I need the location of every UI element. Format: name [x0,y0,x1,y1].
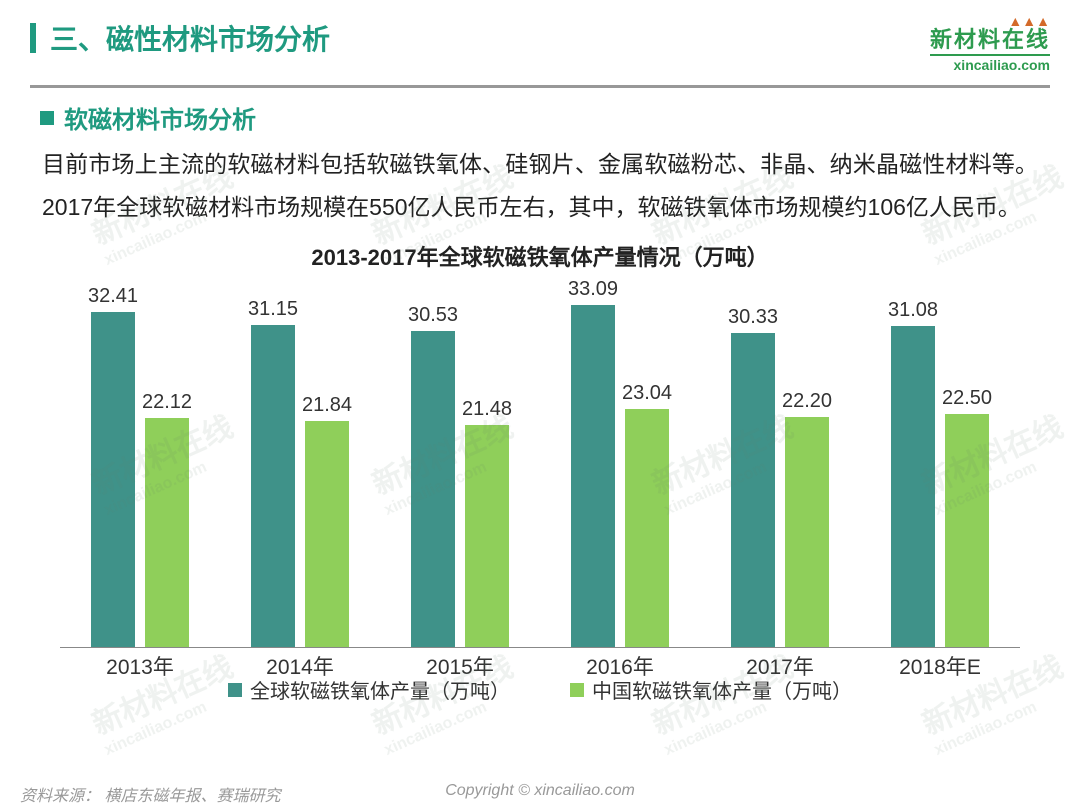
bar-value-label: 30.33 [708,306,798,329]
bar-global [91,312,135,647]
title-accent-bar [30,23,36,53]
bar-china [465,425,509,647]
bar-china [945,414,989,647]
chart-title: 2013-2017年全球软磁铁氧体产量情况（万吨） [0,240,1080,272]
bar-value-label: 31.15 [228,298,318,321]
bar-value-label: 23.04 [602,382,692,405]
footer: 资料来源： 横店东磁年报、赛瑞研究 Copyright © xincailiao… [0,782,1080,806]
title-row: 三、磁性材料市场分析 [30,18,330,58]
bar-value-label: 21.48 [442,398,532,421]
bar-global [891,326,935,647]
page-title: 三、磁性材料市场分析 [50,18,330,58]
square-bullet-icon [40,111,54,125]
header-divider [30,85,1050,88]
chart-plot-area: 32.4122.122013年31.1521.842014年30.5321.48… [60,286,1020,648]
bar-global [731,333,775,647]
body-paragraph: 目前市场上主流的软磁材料包括软磁铁氧体、硅钢片、金属软磁粉芯、非晶、纳米晶磁性材… [0,143,1080,228]
logo-main: 新材料在线 [930,22,1050,54]
bar-value-label: 22.50 [922,387,1012,410]
footer-source: 资料来源： 横店东磁年报、赛瑞研究 [20,782,367,806]
header: 三、磁性材料市场分析 ▲▲▲ 新材料在线 xincailiao.com [0,0,1080,81]
bar-chart: 32.4122.122013年31.1521.842014年30.5321.48… [40,278,1040,708]
bar-china [305,421,349,647]
subtitle-row: 软磁材料市场分析 [0,100,1080,135]
brand-logo: ▲▲▲ 新材料在线 xincailiao.com [930,18,1050,73]
section-subtitle: 软磁材料市场分析 [64,100,256,135]
legend-item-global: 全球软磁铁氧体产量（万吨） [228,675,510,704]
bar-china [625,409,669,647]
bar-value-label: 33.09 [548,278,638,301]
bar-global [571,305,615,647]
legend-swatch-china [570,683,584,697]
bar-global [411,331,455,647]
legend-item-china: 中国软磁铁氧体产量（万吨） [570,675,852,704]
legend-swatch-global [228,683,242,697]
bar-value-label: 30.53 [388,304,478,327]
bar-value-label: 32.41 [68,285,158,308]
legend-label-global: 全球软磁铁氧体产量（万吨） [250,675,510,704]
logo-sub: xincailiao.com [930,54,1050,73]
bar-value-label: 21.84 [282,394,372,417]
legend-label-china: 中国软磁铁氧体产量（万吨） [592,675,852,704]
chart-legend: 全球软磁铁氧体产量（万吨） 中国软磁铁氧体产量（万吨） [40,675,1040,704]
bar-value-label: 22.12 [122,391,212,414]
bar-value-label: 31.08 [868,299,958,322]
bar-china [145,418,189,647]
bar-global [251,325,295,647]
bar-china [785,417,829,647]
bar-value-label: 22.20 [762,390,852,413]
footer-copyright: Copyright © xincailiao.com [367,782,714,806]
